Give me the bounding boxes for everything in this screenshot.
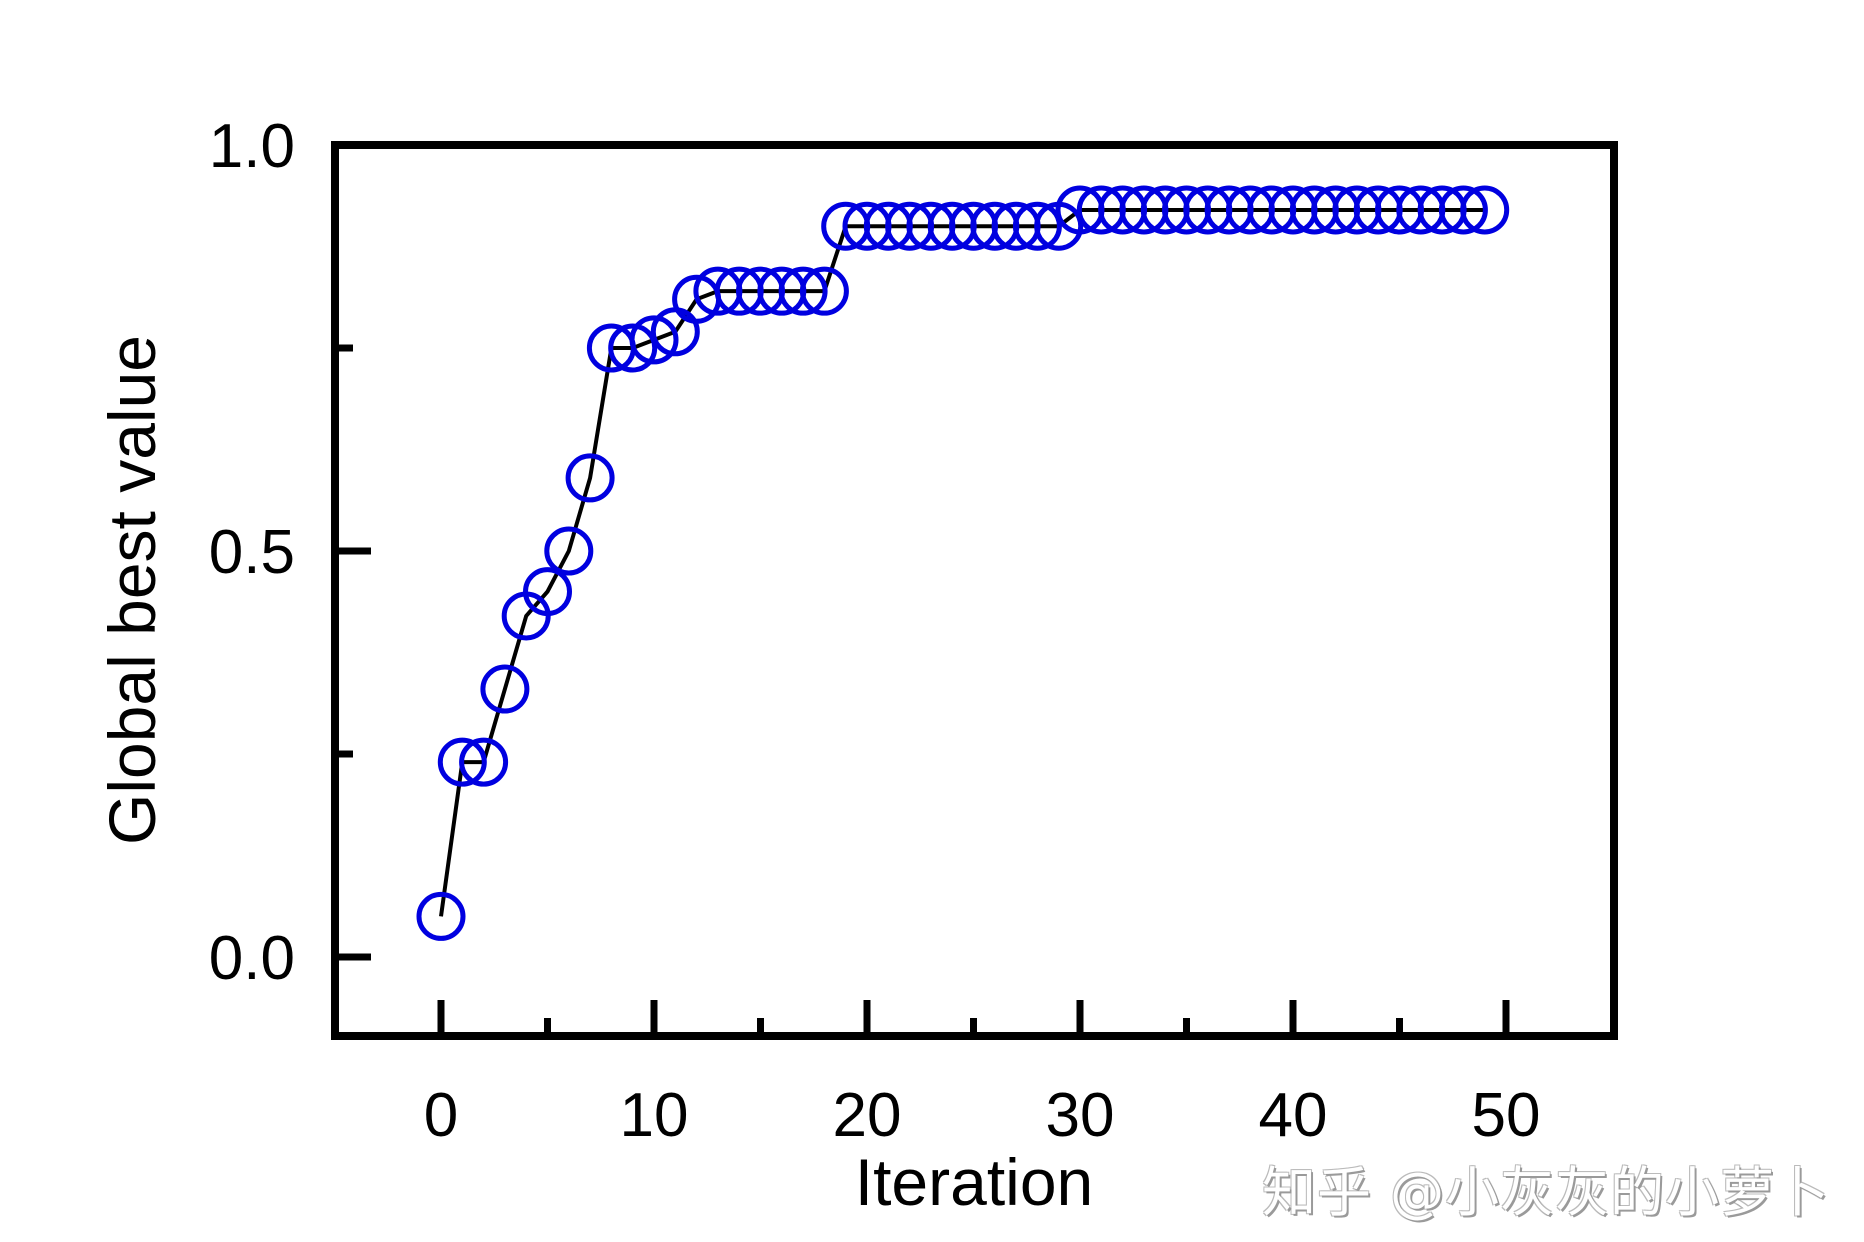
x-axis-title: Iteration [855, 1145, 1093, 1219]
data-point-marker [799, 266, 849, 316]
data-point-marker [778, 266, 828, 316]
x-tick-label: 30 [1046, 1081, 1115, 1150]
x-tick-label: 0 [424, 1081, 458, 1150]
data-point-marker [565, 453, 615, 503]
x-tick-label: 20 [833, 1081, 902, 1150]
y-tick-label: 0.5 [209, 518, 295, 587]
watermark-text: 知乎 @小灰灰的小萝卜 [1262, 1161, 1831, 1224]
axis-tick-labels: 0 10 20 30 40 50 0.0 0.5 1.0 [209, 112, 1541, 1150]
data-point-marker [608, 323, 658, 373]
series-markers [416, 185, 1510, 941]
data-point-marker [544, 526, 594, 576]
data-point-marker [437, 737, 487, 787]
x-tick-label: 10 [620, 1081, 689, 1150]
series-line [439, 207, 1485, 917]
data-point-marker [480, 664, 530, 714]
data-point-marker [1012, 201, 1062, 251]
data-point-marker [523, 567, 572, 617]
data-point-marker [459, 737, 509, 787]
data-point-marker [1460, 185, 1510, 235]
y-tick-label: 1.0 [209, 112, 295, 181]
y-axis-title: Global best value [95, 335, 169, 845]
y-tick-label: 0.0 [209, 924, 295, 993]
axis-ticks [335, 141, 1510, 1036]
data-point-marker [416, 891, 466, 941]
data-point-marker [1438, 185, 1488, 235]
x-tick-label: 50 [1472, 1081, 1541, 1150]
data-point-marker [629, 315, 679, 365]
x-tick-label: 40 [1259, 1081, 1328, 1150]
plot-frame [331, 141, 1618, 1040]
